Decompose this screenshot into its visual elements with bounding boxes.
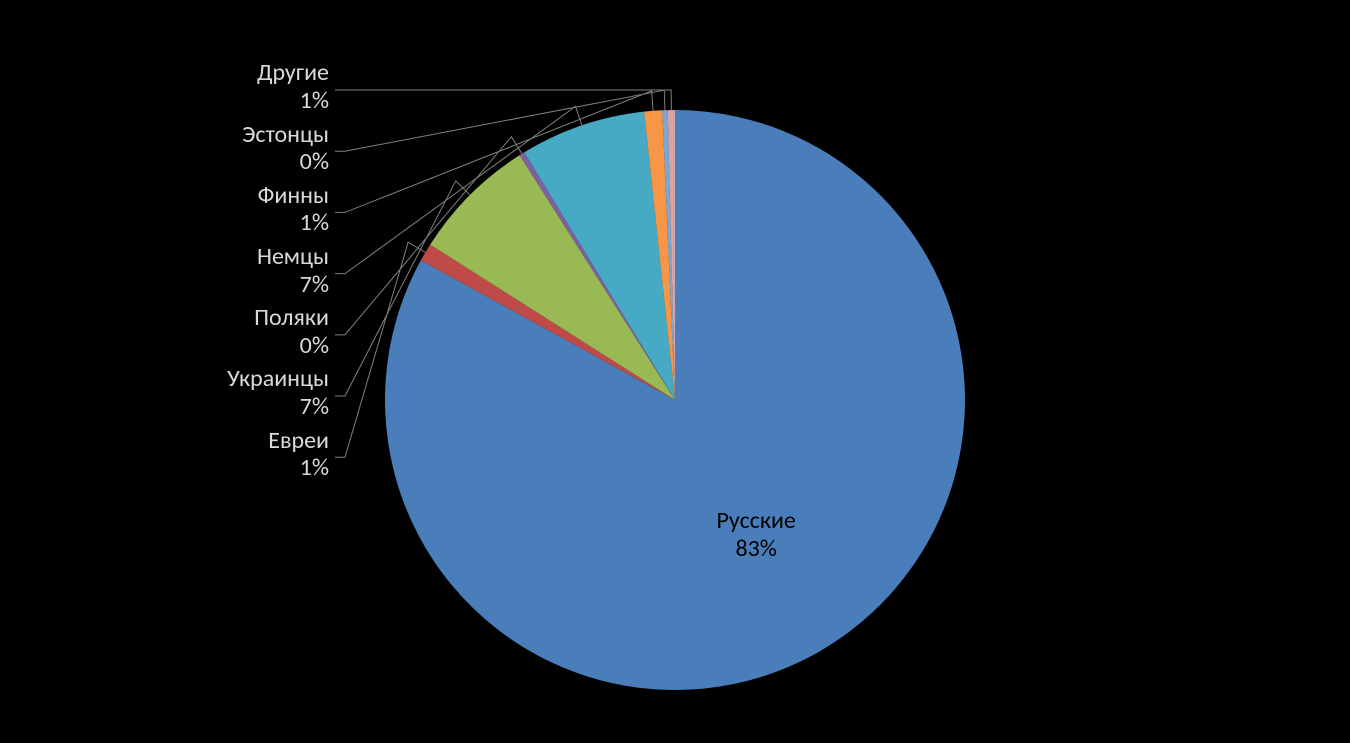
slice-label: Финны1% [258,182,329,237]
slice-label: Немцы7% [257,243,329,298]
leader-line [335,90,671,110]
slice-label: Украинцы7% [227,365,329,420]
slice-label: Эстонцы0% [242,121,329,176]
slice-label: Поляки0% [254,304,329,359]
pie-chart: Русские83% Другие1% Эстонцы0% Финны1% Немцы7… [0,0,1350,743]
slice-label: Евреи1% [268,427,329,482]
pie-svg [0,0,1350,743]
slice-label: Другие1% [257,59,329,114]
slice-label: Русские83% [676,507,836,562]
